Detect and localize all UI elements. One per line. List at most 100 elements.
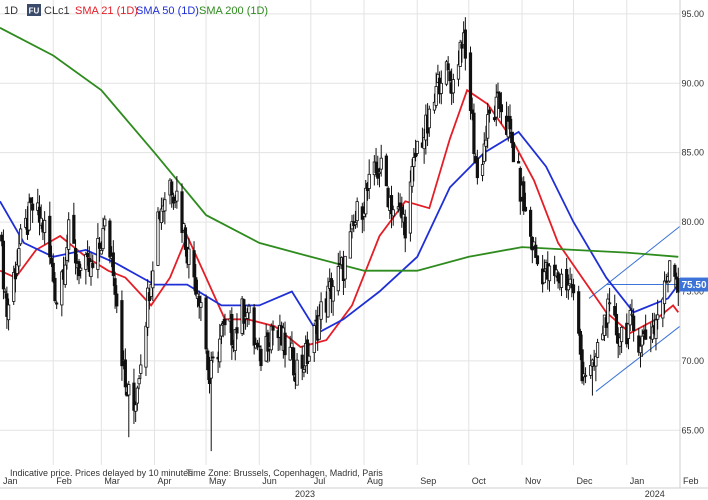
candlestick [247,303,251,325]
candle-body [529,209,533,237]
candle-body [594,355,598,367]
candle-body [120,300,124,367]
candlestick [170,179,174,208]
month-tick-label: Dec [577,476,594,486]
candle-body [400,206,404,219]
candle-body [209,360,213,379]
candle-body [484,139,488,147]
candlestick [400,196,404,228]
candle-body [17,248,21,267]
candlestick [568,267,572,285]
candle-body [415,140,419,154]
candlestick [180,183,184,243]
candle-body [468,52,473,111]
candle-body [171,196,176,204]
candlestick [149,270,153,300]
candlestick [156,207,160,267]
candle-body [446,63,450,71]
month-tick-label: Jan [630,476,645,486]
candle-body [197,296,201,307]
candle-body [374,161,378,174]
candlestick [97,236,102,262]
candle-body [101,228,105,250]
candle-body [170,181,174,196]
legend-sma21[interactable]: SMA 21 (1D) [75,5,138,17]
candle-body [255,342,260,348]
candlestick [12,265,16,306]
candle-body [364,187,368,215]
candle-body [482,143,486,162]
candle-body [566,284,570,291]
candlestick [379,144,383,177]
candlestick [566,274,570,300]
time-axis: Jan Feb Mar Apr May Jun Jul Aug Sep Oct Nov Dec Jan F… [0,476,708,499]
candlestick [412,147,416,182]
candle-body [283,332,287,356]
candlestick [529,206,533,250]
candle-body [422,137,426,150]
symbol-label[interactable]: CLc1 [44,5,70,17]
candle-body [89,261,93,277]
candle-body [628,310,632,326]
candlestick [343,255,347,288]
candle-body [472,112,476,155]
price-badge-box [680,277,708,292]
candlestick [482,132,486,165]
candle-body [139,364,143,374]
candlestick [668,260,672,283]
candlestick [487,107,491,123]
candle-body [245,311,249,319]
year-label: 2024 [645,489,665,499]
candlestick [206,348,210,381]
candlestick [49,245,54,268]
month-tick-label: Jul [314,476,326,486]
candle-body [413,152,418,158]
candle-body [36,202,40,211]
candle-body [638,345,643,354]
candle-body [307,355,311,362]
candle-body [266,332,270,352]
price-tick-label: 80.00 [681,217,704,227]
year-label: 2023 [295,489,315,499]
candlestick [444,59,449,87]
candle-body [637,335,641,353]
candle-body [123,359,127,388]
candlestick [620,326,624,354]
candle-body [199,302,203,308]
candlestick [67,212,71,263]
candlestick [367,159,371,200]
candlestick [230,307,234,360]
candlestick [302,365,306,378]
candle-body [149,283,153,297]
candlestick [134,401,138,422]
candlestick [84,251,88,285]
candle-body [218,338,222,363]
candle-body [499,104,504,113]
candle-body [305,339,309,365]
candlestick [3,288,7,299]
candlestick [661,297,665,328]
candle-body [343,255,347,280]
candle-body [180,191,184,234]
candle-body [51,262,55,282]
candle-body [91,262,95,268]
candlestick [422,128,426,164]
legend-sma200[interactable]: SMA 200 (1D) [199,5,268,17]
candlestick [362,201,366,232]
candle-body [336,266,340,292]
interval-label[interactable]: 1D [4,5,18,17]
candlestick [413,139,418,162]
legend-sma50[interactable]: SMA 50 (1D) [136,5,199,17]
candle-body [523,206,528,212]
candle-body [355,201,359,222]
candlestick [578,328,583,361]
candle-body [295,359,299,386]
candlestick [113,271,117,309]
candlestick [37,195,42,236]
candle-body [398,202,402,209]
candle-body [410,166,414,187]
candle-body [39,217,43,226]
candlestick [19,224,23,247]
candle-body [53,277,57,302]
